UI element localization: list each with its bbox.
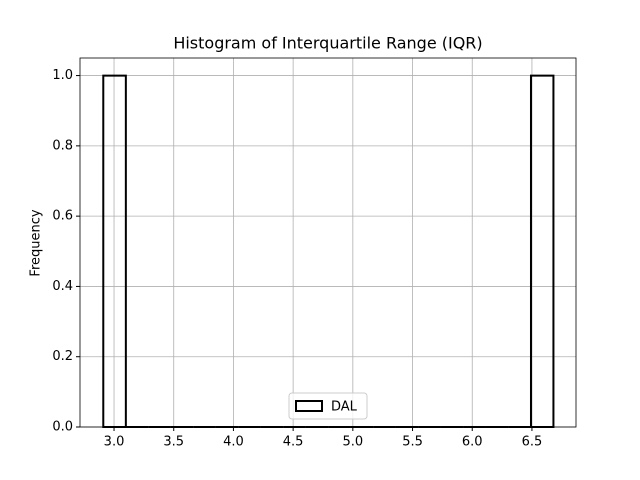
y-tick-label: 0.4 xyxy=(52,279,73,294)
y-tick-label: 0.6 xyxy=(52,209,73,224)
chart-title: Histogram of Interquartile Range (IQR) xyxy=(173,34,482,53)
y-tick-label: 0.8 xyxy=(52,138,73,153)
legend-swatch xyxy=(295,400,323,412)
x-tick-label: 4.0 xyxy=(223,435,244,450)
x-tick-label: 6.0 xyxy=(462,435,483,450)
y-tick-label: 0.0 xyxy=(52,420,73,435)
y-tick-label: 0.2 xyxy=(52,349,73,364)
x-tick-label: 3.5 xyxy=(163,435,184,450)
legend-label: DAL xyxy=(331,400,358,415)
y-tick-label: 1.0 xyxy=(52,68,73,83)
x-tick-label: 6.5 xyxy=(522,435,543,450)
x-tick-label: 4.5 xyxy=(283,435,304,450)
axes-frame xyxy=(79,57,577,428)
y-axis-label: Frequency xyxy=(29,209,44,276)
legend-box xyxy=(288,392,368,420)
x-tick-label: 5.5 xyxy=(402,435,423,450)
x-tick-label: 5.0 xyxy=(342,435,363,450)
x-tick-label: 3.0 xyxy=(104,435,125,450)
